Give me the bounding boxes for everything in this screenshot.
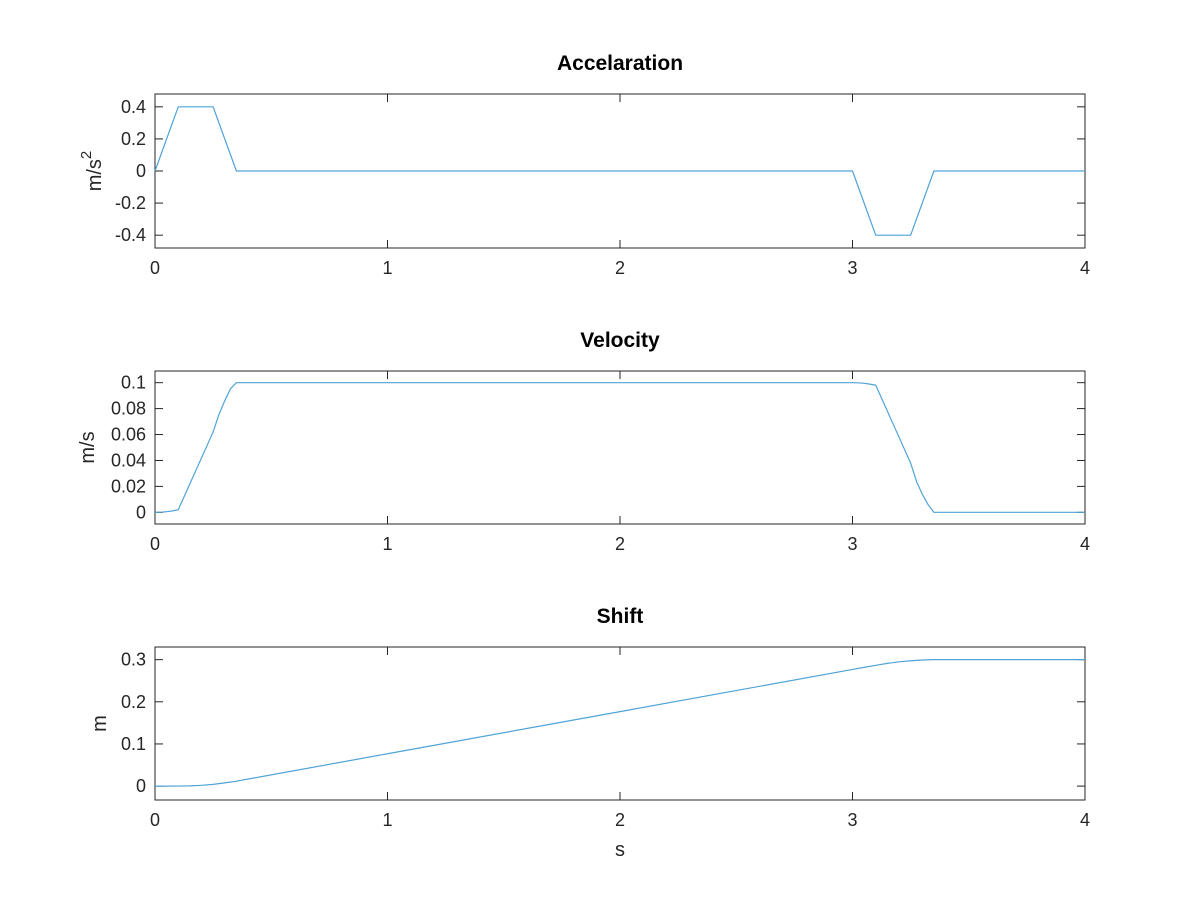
acceleration-ylabel-superscript: 2 bbox=[78, 151, 95, 159]
shift-xlabel: s bbox=[615, 839, 625, 861]
velocity-xtick-label: 0 bbox=[150, 534, 160, 554]
shift-series-line bbox=[155, 659, 1085, 787]
acceleration-xtick-label: 3 bbox=[847, 258, 857, 278]
acceleration-ytick-label: 0 bbox=[136, 161, 146, 181]
velocity-ytick-label: 0.02 bbox=[111, 476, 146, 496]
shift-ytick-label: 0.2 bbox=[121, 692, 146, 712]
velocity-ytick-label: 0 bbox=[136, 502, 146, 522]
shift-ylabel: m bbox=[89, 715, 111, 732]
velocity-ytick-label: 0.06 bbox=[111, 425, 146, 445]
shift-ytick-label: 0.3 bbox=[121, 650, 146, 670]
velocity-ylabel-text: m/s bbox=[77, 431, 99, 463]
shift-xtick-label: 4 bbox=[1080, 810, 1090, 830]
acceleration-ytick-label: 0.2 bbox=[121, 129, 146, 149]
velocity-ylabel: m/s bbox=[77, 431, 99, 463]
acceleration-title: Accelaration bbox=[557, 52, 683, 75]
velocity-series-line bbox=[154, 382, 1085, 513]
velocity-ytick-label: 0.08 bbox=[111, 399, 146, 419]
velocity-title: Velocity bbox=[580, 329, 660, 352]
shift-xtick-label: 3 bbox=[847, 810, 857, 830]
acceleration-ytick-label: 0.4 bbox=[121, 97, 146, 117]
shift-xtick-label: 2 bbox=[615, 810, 625, 830]
acceleration-ytick-label: -0.4 bbox=[115, 225, 146, 245]
acceleration-series-line bbox=[154, 106, 1085, 236]
acceleration-xtick-label: 0 bbox=[150, 258, 160, 278]
velocity-subplot: 0 1 2 3 4 0 0.02 0.04 0.06 0.08 0.1 Velocity m/s bbox=[77, 329, 1090, 554]
shift-xtick-label: 1 bbox=[382, 810, 392, 830]
shift-xtick-label: 0 bbox=[150, 810, 160, 830]
shift-subplot: 0 1 2 3 4 0 0.1 0.2 0.3 Shift m s bbox=[89, 605, 1090, 861]
acceleration-ylabel: m/s2 bbox=[78, 151, 106, 192]
acceleration-ylabel-text: m/s bbox=[84, 159, 106, 191]
velocity-ytick-label: 0.04 bbox=[111, 450, 146, 470]
velocity-xtick-label: 3 bbox=[847, 534, 857, 554]
shift-ytick-label: 0.1 bbox=[121, 734, 146, 754]
acceleration-xtick-label: 4 bbox=[1080, 258, 1090, 278]
acceleration-xtick-label: 2 bbox=[615, 258, 625, 278]
shift-ytick-label: 0 bbox=[136, 776, 146, 796]
velocity-xtick-label: 2 bbox=[615, 534, 625, 554]
velocity-xtick-label: 1 bbox=[382, 534, 392, 554]
acceleration-ytick-label: -0.2 bbox=[115, 193, 146, 213]
velocity-xtick-label: 4 bbox=[1080, 534, 1090, 554]
acceleration-xtick-label: 1 bbox=[382, 258, 392, 278]
velocity-ytick-label: 0.1 bbox=[121, 373, 146, 393]
shift-ylabel-text: m bbox=[89, 715, 111, 732]
shift-title: Shift bbox=[597, 605, 644, 628]
